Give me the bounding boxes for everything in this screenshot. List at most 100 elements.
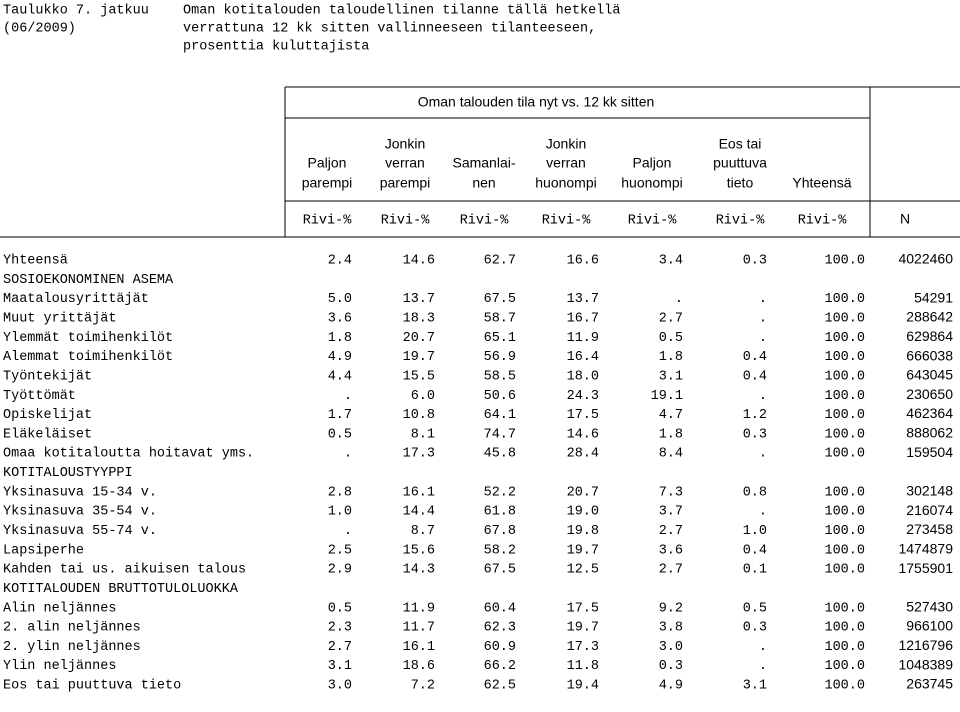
cell: 0.5	[328, 601, 352, 616]
cell: 16.4	[567, 350, 599, 365]
cell: 4.9	[328, 350, 352, 365]
cell: 2.9	[328, 563, 352, 578]
cell: 9.2	[659, 601, 683, 616]
cell: 13.7	[403, 292, 435, 307]
cell: 66.2	[484, 659, 516, 674]
cell: .	[344, 447, 352, 462]
cell: 52.2	[484, 485, 516, 500]
cell: 24.3	[567, 389, 599, 404]
cell: 19.0	[567, 505, 599, 520]
cell: 100.0	[824, 408, 865, 423]
cell: 20.7	[403, 331, 435, 346]
cell: 527430	[906, 598, 953, 614]
cell: 0.3	[743, 254, 767, 269]
cell: 5.0	[328, 292, 352, 307]
column-header: verran	[546, 155, 586, 171]
cell: 3.8	[659, 621, 683, 636]
column-header: huonompi	[535, 175, 597, 191]
row-label: Opiskelijat	[3, 408, 92, 423]
cell: 11.8	[567, 659, 599, 674]
cell: 1.8	[328, 331, 352, 346]
cell: 288642	[906, 309, 953, 325]
column-header: Jonkin	[385, 136, 425, 152]
cell: 67.5	[484, 292, 516, 307]
cell: 18.3	[403, 312, 435, 327]
cell: 0.1	[743, 563, 767, 578]
cell: 100.0	[824, 659, 865, 674]
cell: 100.0	[824, 505, 865, 520]
cell: 3.7	[659, 505, 683, 520]
column-header: huonompi	[621, 175, 683, 191]
cell: 100.0	[824, 254, 865, 269]
row-label: Eos tai puuttuva tieto	[3, 679, 181, 694]
cell: 100.0	[824, 543, 865, 558]
row-label: 2. ylin neljännes	[3, 640, 141, 655]
cell: 14.6	[567, 427, 599, 442]
cell: 58.2	[484, 543, 516, 558]
unit-header: N	[900, 211, 910, 227]
cell: 273458	[906, 521, 953, 537]
cell: 1.7	[328, 408, 352, 423]
cell: .	[759, 659, 767, 674]
cell: 4.4	[328, 369, 352, 384]
column-header: nen	[472, 175, 495, 191]
cell: .	[759, 312, 767, 327]
cell: 100.0	[824, 369, 865, 384]
cell: 643045	[906, 367, 953, 383]
cell: 100.0	[824, 640, 865, 655]
cell: 100.0	[824, 350, 865, 365]
cell: 0.5	[659, 331, 683, 346]
row-label: Lapsiperhe	[3, 543, 84, 558]
cell: 0.4	[743, 543, 767, 558]
cell: 230650	[906, 386, 953, 402]
cell: 20.7	[567, 485, 599, 500]
cell: 888062	[906, 425, 953, 441]
cell: 45.8	[484, 447, 516, 462]
row-label: Kahden tai us. aikuisen talous	[3, 563, 246, 578]
cell: 3.1	[743, 679, 767, 694]
cell: 56.9	[484, 350, 516, 365]
column-header: Jonkin	[546, 136, 586, 152]
cell: 3.6	[659, 543, 683, 558]
column-header: Paljon	[308, 155, 347, 171]
cell: 100.0	[824, 563, 865, 578]
cell: 3.1	[328, 659, 352, 674]
row-label: Alemmat toimihenkilöt	[3, 350, 173, 365]
cell: 28.4	[567, 447, 599, 462]
cell: 17.3	[403, 447, 435, 462]
cell: 19.8	[567, 524, 599, 539]
row-label: Alin neljännes	[3, 601, 116, 616]
row-label: Yhteensä	[3, 254, 68, 269]
cell: 100.0	[824, 427, 865, 442]
cell: 18.6	[403, 659, 435, 674]
cell: 1048389	[898, 656, 953, 672]
cell: 8.7	[411, 524, 435, 539]
cell: 62.7	[484, 254, 516, 269]
row-label: Yksinasuva 15-34 v.	[3, 485, 157, 500]
cell: 6.0	[411, 389, 435, 404]
row-label: Eläkeläiset	[3, 427, 92, 442]
cell: 100.0	[824, 312, 865, 327]
cell: 3.1	[659, 369, 683, 384]
description: verrattuna 12 kk sitten vallinneeseen ti…	[183, 22, 596, 37]
cell: 67.8	[484, 524, 516, 539]
cell: 0.4	[743, 369, 767, 384]
cell: 64.1	[484, 408, 516, 423]
cell: 16.7	[567, 312, 599, 327]
cell: 7.2	[411, 679, 435, 694]
cell: 67.5	[484, 563, 516, 578]
cell: 4.9	[659, 679, 683, 694]
title: Taulukko 7. jatkuu	[3, 4, 149, 19]
cell: 12.5	[567, 563, 599, 578]
cell: 2.7	[659, 312, 683, 327]
column-header: tieto	[727, 175, 754, 191]
description: Oman kotitalouden taloudellinen tilanne …	[183, 4, 620, 19]
cell: 17.3	[567, 640, 599, 655]
cell: 11.9	[403, 601, 435, 616]
cell: 19.7	[567, 621, 599, 636]
group-header: Oman talouden tila nyt vs. 12 kk sitten	[418, 94, 655, 110]
cell: 966100	[906, 618, 953, 634]
row-label: Työttömät	[3, 389, 76, 404]
row-label: Työntekijät	[3, 369, 92, 384]
